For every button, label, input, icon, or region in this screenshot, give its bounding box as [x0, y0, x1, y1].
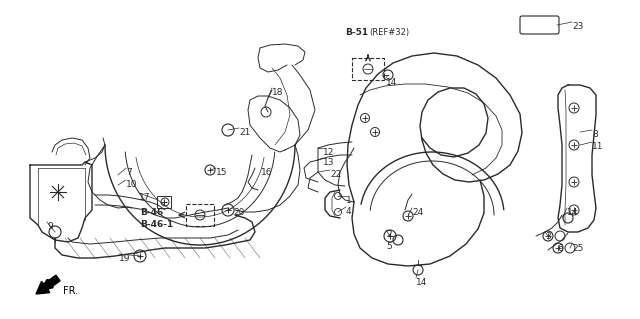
Text: 16: 16 — [261, 168, 273, 177]
Text: 4: 4 — [346, 207, 351, 216]
Text: 15: 15 — [216, 168, 227, 177]
Text: 19: 19 — [119, 254, 131, 263]
Text: 14: 14 — [416, 278, 428, 287]
Text: 17: 17 — [139, 193, 150, 202]
Bar — [157, 196, 171, 208]
Text: 11: 11 — [592, 142, 604, 151]
Text: 8: 8 — [592, 130, 598, 139]
Text: (REF#32): (REF#32) — [369, 28, 409, 37]
Text: 6: 6 — [557, 244, 563, 253]
Text: B-51: B-51 — [345, 28, 368, 37]
Text: FR.: FR. — [63, 286, 78, 296]
Text: 22: 22 — [330, 170, 341, 179]
Text: 24: 24 — [412, 208, 423, 217]
Text: 12: 12 — [323, 148, 334, 157]
Text: 5: 5 — [386, 242, 392, 251]
Text: 9: 9 — [47, 222, 52, 231]
Text: 20: 20 — [233, 208, 244, 217]
Bar — [352, 58, 384, 80]
Text: B-46: B-46 — [140, 208, 163, 217]
Text: 14: 14 — [567, 208, 579, 217]
Text: 2: 2 — [386, 230, 392, 239]
Text: B-46-1: B-46-1 — [140, 220, 173, 229]
Text: 21: 21 — [239, 128, 250, 137]
Text: 23: 23 — [572, 22, 584, 31]
Text: 13: 13 — [323, 158, 335, 167]
Text: 7: 7 — [126, 168, 132, 177]
Text: 10: 10 — [126, 180, 138, 189]
FancyArrow shape — [36, 275, 60, 294]
Text: 1: 1 — [346, 196, 352, 205]
Bar — [186, 204, 214, 226]
Text: 14: 14 — [386, 78, 397, 87]
Text: 25: 25 — [572, 244, 584, 253]
Text: 3: 3 — [545, 232, 551, 241]
Text: 18: 18 — [272, 88, 284, 97]
